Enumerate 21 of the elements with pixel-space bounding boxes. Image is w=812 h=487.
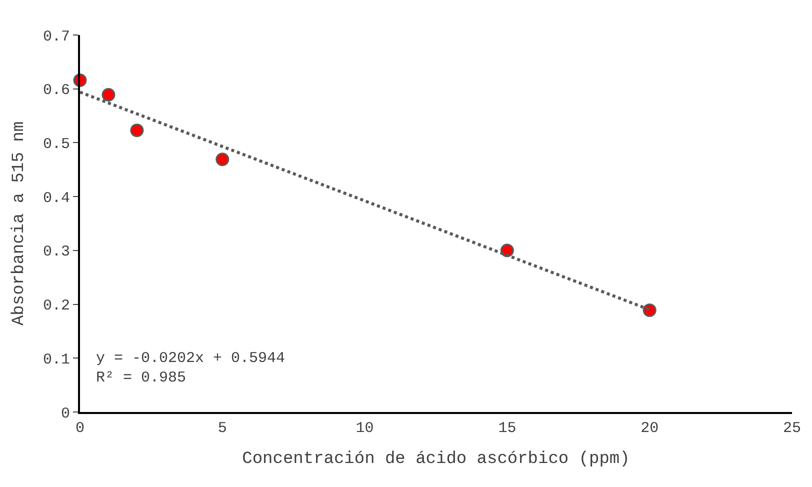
y-tick-label: 0.6 — [42, 82, 70, 100]
x-axis-title: Concentración de ácido ascórbico (ppm) — [242, 450, 630, 469]
y-tick-label: 0 — [60, 405, 70, 422]
point — [642, 303, 656, 317]
x-tick-label: 25 — [782, 420, 802, 437]
x-tick-label: 15 — [498, 420, 516, 437]
y-tick-label: 0.5 — [42, 136, 70, 153]
y-tick-label: 0.1 — [42, 351, 70, 368]
point — [130, 124, 144, 138]
annotation: y = -0.0202x + 0.5944 R² = 0.985 — [96, 350, 286, 386]
y-tick-label: 0.7 — [42, 28, 70, 46]
x-tick-label: 5 — [218, 420, 227, 437]
x-tick-label: 20 — [640, 420, 659, 437]
y-tick-label: 0.2 — [42, 298, 70, 315]
x-tick-label: 10 — [356, 420, 374, 437]
y-axis-title: Absorbancia a 515 nm — [10, 121, 30, 326]
y-tick-label: 0.4 — [42, 190, 70, 207]
point — [102, 88, 116, 102]
x-tick-label: 0 — [75, 420, 85, 437]
point — [216, 152, 230, 166]
y-tick-label: 0.3 — [42, 244, 70, 261]
